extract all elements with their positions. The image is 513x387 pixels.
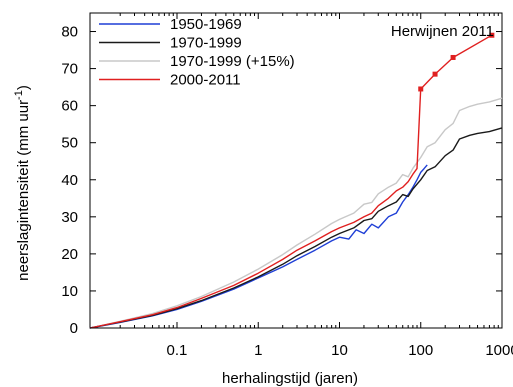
x-tick-label: 1 — [254, 342, 262, 359]
series-line-extreme-points — [420, 34, 493, 90]
y-tick-label: 50 — [61, 135, 78, 152]
x-tick-label: 0.1 — [167, 342, 188, 359]
legend-label: 2000-2011 — [170, 72, 241, 89]
series-layer — [89, 32, 503, 329]
series-line-2000-2011 — [89, 88, 422, 329]
y-axis-title: neerslagintensiteit (mm uur-1) — [13, 85, 32, 281]
x-axis-title: herhalingstijd (jaren) — [222, 370, 358, 387]
y-tick-label: 70 — [61, 61, 78, 78]
legend-label: 1950-1969 — [170, 16, 242, 33]
series-line-1970-1999-15 — [89, 97, 503, 329]
y-tick-label: 40 — [61, 172, 78, 189]
axis-ticks: 0 10 20 30 40 50 60 70 80 0.1 1 10 100 1000 — [61, 13, 513, 359]
legend-label: 1970-1999 — [170, 35, 242, 52]
x-tick-label: 1000 — [485, 342, 513, 359]
y-tick-label: 60 — [61, 98, 78, 115]
series-line-1950-1969 — [89, 164, 428, 329]
y-tick-label: 10 — [61, 283, 78, 300]
plot-border — [89, 12, 503, 329]
y-axis-title-sup: -1 — [13, 90, 25, 100]
y-tick-label: 0 — [70, 320, 78, 337]
series-marker — [489, 32, 495, 38]
y-axis-title-main: neerslagintensiteit (mm uur — [15, 100, 32, 281]
series-marker — [418, 86, 424, 92]
series-marker — [432, 71, 438, 77]
y-tick-label: 30 — [61, 209, 78, 226]
series-line-1970-1999 — [89, 127, 503, 329]
plot-area — [89, 12, 503, 329]
annotation-label: Herwijnen 2011 — [391, 23, 494, 40]
x-tick-label: 100 — [408, 342, 433, 359]
y-axis-title-close: ) — [15, 85, 32, 90]
x-tick-label: 10 — [331, 342, 348, 359]
y-tick-label: 20 — [61, 246, 78, 263]
series-marker — [450, 54, 456, 60]
y-tick-label: 80 — [61, 24, 78, 41]
legend-label: 1970-1999 (+15%) — [170, 53, 295, 70]
